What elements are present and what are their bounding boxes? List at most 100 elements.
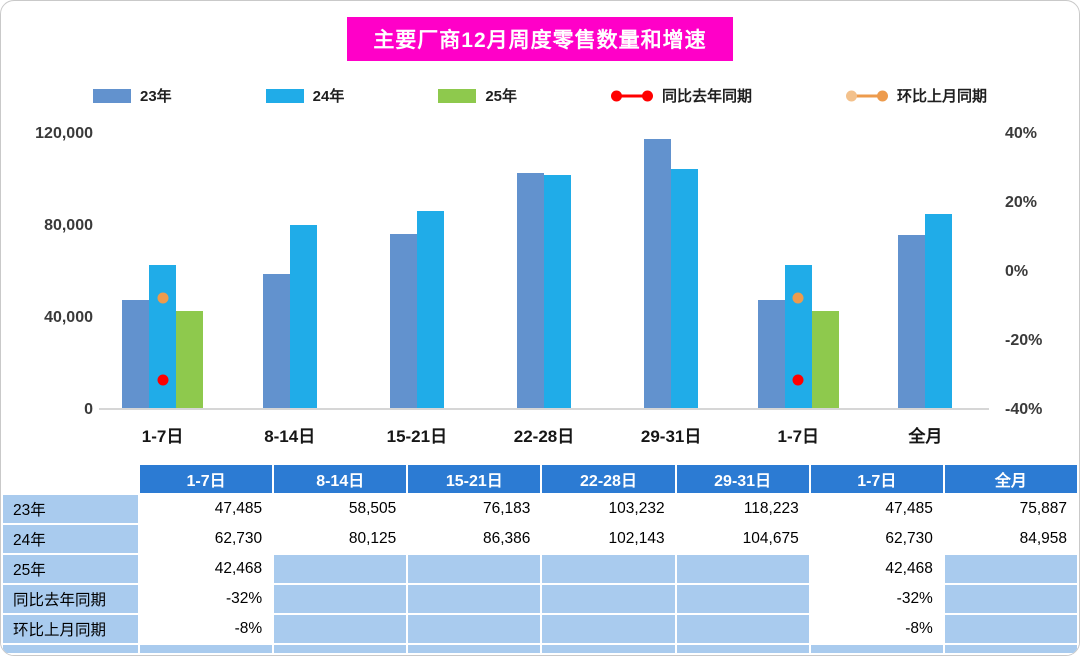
bar-group [608,134,735,408]
bar-24年 [925,214,953,408]
bar-23年 [644,138,672,408]
table-cell: 104,675 [674,523,811,555]
table-cell [540,583,677,615]
category-label: 全月 [908,426,943,446]
table-row: 24年 62,730 80,125 86,386 102,143 104,675 62,73… [1,523,1079,555]
plot-area [99,134,989,410]
table-cell [406,613,543,645]
table-cell: 76,183 [406,493,543,525]
bar-24年 [671,169,699,408]
bar-24年 [416,210,444,408]
legend-label: 环比上月同期 [896,88,987,106]
table-cell [674,553,811,585]
right-axis-tick: -20% [1005,331,1043,349]
marker-同比去年同期 [157,374,169,386]
legend-item: 23年 [93,85,172,106]
legend-label: 23年 [140,88,172,106]
table-cell: -8% [808,613,945,645]
table-corner-cell [1,463,140,495]
category-label: 1-7日 [141,426,184,446]
table-header-cell: 15-21日 [406,463,543,495]
left-axis-tick: 120,000 [35,125,93,143]
table-cell: 103,232 [540,493,677,525]
strip-cell [1,643,140,655]
table-row: 25年 42,468 42,468 [1,553,1079,585]
legend-swatch-icon [265,88,304,103]
table-cell: 47,485 [137,493,275,525]
table-cell: 84,958 [942,523,1079,555]
strip-cell [942,643,1079,655]
left-axis: 120,000 80,000 40,000 0 [11,125,99,417]
chart: 120,000 80,000 40,000 0 40% 20% 0% -20% -40% [1,125,1079,417]
category-label: 22-28日 [513,426,575,446]
bar-group [735,134,862,408]
strip-cell [808,643,945,655]
table-strip-row [1,643,1079,655]
table-cell: 86,386 [406,523,543,555]
table-header-cell: 8-14日 [272,463,409,495]
table-cell [674,613,811,645]
category-label: 29-31日 [640,426,702,446]
strip-cell [674,643,811,655]
legend-label: 24年 [312,88,345,106]
legend-item: 环比上月同期 [845,85,987,106]
bar-group [226,134,353,408]
table-header-row: 1-7日 8-14日 15-21日 22-28日 29-31日 1-7日 全月 [1,463,1079,495]
legend-swatch-icon [438,88,477,103]
legend-item: 同比去年同期 [610,85,752,106]
legend-label: 25年 [485,88,517,106]
bar-25年 [176,310,204,408]
table-cell: 47,485 [808,493,945,525]
table-header-cell: 22-28日 [540,463,677,495]
table-header-cell: 1-7日 [808,463,945,495]
table-cell: 118,223 [674,493,811,525]
table-cell [674,583,811,615]
right-axis-tick: -40% [1005,400,1043,418]
bar-24年 [543,175,571,408]
chart-legend: 23年 24年 25年 同比去年同期 环比上月同期 [1,85,1079,106]
left-axis-tick: 0 [84,400,93,418]
row-label: 同比去年同期 [1,583,140,615]
table-cell [540,613,677,645]
right-axis-tick: 0% [1005,263,1029,281]
strip-cell [406,643,543,655]
data-table: 1-7日 8-14日 15-21日 22-28日 29-31日 1-7日 全月 23年 47,4… [1,463,1079,655]
row-label: 25年 [1,553,140,585]
table-cell: 62,730 [808,523,945,555]
bar-24年 [784,264,812,408]
left-axis-tick: 80,000 [44,217,93,235]
table-header-cell: 1-7日 [137,463,275,495]
table-cell: -8% [137,613,275,645]
marker-环比上月同期 [157,292,169,304]
table-cell: -32% [808,583,945,615]
left-axis-tick: 40,000 [44,308,93,326]
table-cell: 42,468 [137,553,275,585]
right-axis: 40% 20% 0% -20% -40% [989,125,1069,417]
strip-cell [540,643,677,655]
table-row: 同比去年同期 -32% -32% [1,583,1079,615]
table-header-cell: 29-31日 [674,463,811,495]
bar-23年 [122,299,150,408]
bar-group [862,134,989,408]
legend-swatch-icon [93,88,131,103]
bar-group [99,134,226,408]
legend-dotline-icon [610,90,653,102]
bar-23年 [262,274,290,408]
table-cell: -32% [137,583,275,615]
table-cell [272,583,409,615]
table-cell [942,553,1079,585]
bar-24年 [289,225,317,408]
category-label: 1-7日 [777,426,820,446]
table-cell: 62,730 [137,523,275,555]
right-axis-tick: 40% [1005,125,1038,143]
row-label: 23年 [1,493,140,525]
bar-group [353,134,480,408]
table-cell [272,553,409,585]
strip-cell [272,643,409,655]
table-cell: 58,505 [272,493,409,525]
row-label: 24年 [1,523,140,555]
table-cell: 80,125 [272,523,409,555]
bar-24年 [149,264,177,408]
table-cell: 42,468 [808,553,945,585]
